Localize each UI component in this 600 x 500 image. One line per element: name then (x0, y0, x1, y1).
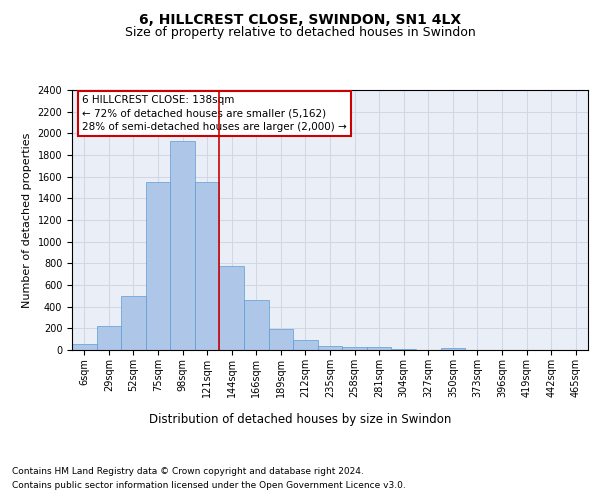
Bar (170, 141, 195, 350)
Text: 6, HILLCREST CLOSE, SWINDON, SN1 4LX: 6, HILLCREST CLOSE, SWINDON, SN1 4LX (139, 12, 461, 26)
Bar (440, 348, 465, 350)
Bar (318, 346, 342, 350)
Bar (195, 182, 220, 350)
Text: Contains public sector information licensed under the Open Government Licence v3: Contains public sector information licen… (12, 481, 406, 490)
Bar (367, 348, 391, 350)
Text: 6 HILLCREST CLOSE: 138sqm
← 72% of detached houses are smaller (5,162)
28% of se: 6 HILLCREST CLOSE: 138sqm ← 72% of detac… (82, 95, 347, 132)
Bar (342, 347, 367, 350)
Bar (97, 326, 121, 350)
Bar (121, 296, 146, 350)
Text: Size of property relative to detached houses in Swindon: Size of property relative to detached ho… (125, 26, 475, 39)
Text: Distribution of detached houses by size in Swindon: Distribution of detached houses by size … (149, 412, 451, 426)
Bar (269, 330, 293, 350)
Bar (293, 340, 318, 350)
Text: Contains HM Land Registry data © Crown copyright and database right 2024.: Contains HM Land Registry data © Crown c… (12, 468, 364, 476)
Bar (146, 182, 170, 350)
Bar (220, 266, 244, 350)
Bar (72, 344, 97, 350)
Bar (244, 300, 269, 350)
Y-axis label: Number of detached properties: Number of detached properties (22, 132, 32, 308)
